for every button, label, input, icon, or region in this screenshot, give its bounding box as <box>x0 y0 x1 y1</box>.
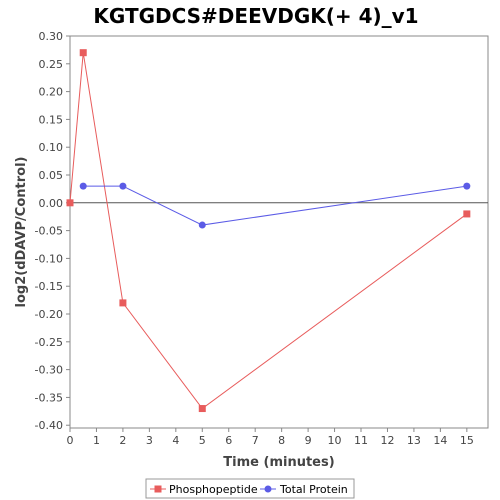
y-tick-label: 0.10 <box>39 141 64 154</box>
y-tick-label: 0.05 <box>39 169 64 182</box>
x-tick-label: 3 <box>146 434 153 447</box>
x-tick-label: 6 <box>225 434 232 447</box>
data-point-phosphopeptide <box>119 299 127 307</box>
legend: Phosphopeptide Total Protein <box>145 478 355 499</box>
chart-title: KGTGDCS#DEEVDGK(+ 4)_v1 <box>93 4 418 28</box>
data-point-total-protein <box>198 221 206 229</box>
x-tick-label: 1 <box>93 434 100 447</box>
x-tick-label: 5 <box>199 434 206 447</box>
x-tick-label: 15 <box>460 434 474 447</box>
x-tick-label: 2 <box>119 434 126 447</box>
x-tick-label: 14 <box>433 434 447 447</box>
y-tick-label: -0.05 <box>35 225 63 238</box>
x-tick-label: 13 <box>407 434 421 447</box>
series-line-total-protein <box>83 185 467 226</box>
data-point-phosphopeptide <box>79 49 87 57</box>
data-point-phosphopeptide <box>463 210 471 218</box>
data-point-total-protein <box>119 182 127 190</box>
legend-box <box>145 478 355 499</box>
y-tick-label: -0.40 <box>35 419 63 432</box>
data-point-phosphopeptide <box>198 405 206 413</box>
legend-marker-total-protein <box>264 485 272 493</box>
x-axis-label: Time (minutes) <box>223 455 334 470</box>
x-axis: 0 1 2 3 4 5 6 7 8 9 10 11 12 13 14 15 <box>67 428 474 447</box>
y-tick-label: -0.15 <box>35 280 63 293</box>
x-tick-label: 4 <box>172 434 179 447</box>
y-tick-label: -0.30 <box>35 364 63 377</box>
y-tick-label: 0.15 <box>39 113 64 126</box>
y-tick-label: 0.30 <box>39 30 64 43</box>
x-tick-label: 10 <box>328 434 342 447</box>
y-tick-label: 0.25 <box>39 58 64 71</box>
legend-marker-phosphopeptide <box>154 485 162 493</box>
x-tick-label: 9 <box>305 434 312 447</box>
y-tick-label: -0.10 <box>35 252 63 265</box>
y-tick-label: -0.35 <box>35 391 63 404</box>
plot-area <box>69 35 489 429</box>
data-point-total-protein <box>79 182 87 190</box>
y-tick-label: 0.00 <box>39 197 64 210</box>
series-layer <box>66 49 471 413</box>
y-axis: 0.30 0.25 0.20 0.15 0.10 0.05 0.00 -0.05 -0.10 -0… <box>35 30 70 432</box>
x-tick-label: 7 <box>252 434 259 447</box>
y-axis-label: log2(dDAVP/Control) <box>14 157 29 308</box>
x-tick-label: 8 <box>278 434 285 447</box>
data-point-phosphopeptide <box>66 199 74 207</box>
y-tick-label: 0.20 <box>39 86 64 99</box>
y-tick-label: -0.25 <box>35 336 63 349</box>
x-tick-label: 0 <box>67 434 74 447</box>
x-tick-label: 12 <box>380 434 394 447</box>
y-tick-label: -0.20 <box>35 308 63 321</box>
legend-label-total-protein: Total Protein <box>279 483 348 496</box>
x-tick-label: 11 <box>354 434 368 447</box>
legend-label-phosphopeptide: Phosphopeptide <box>169 483 258 496</box>
data-point-total-protein <box>463 182 471 190</box>
